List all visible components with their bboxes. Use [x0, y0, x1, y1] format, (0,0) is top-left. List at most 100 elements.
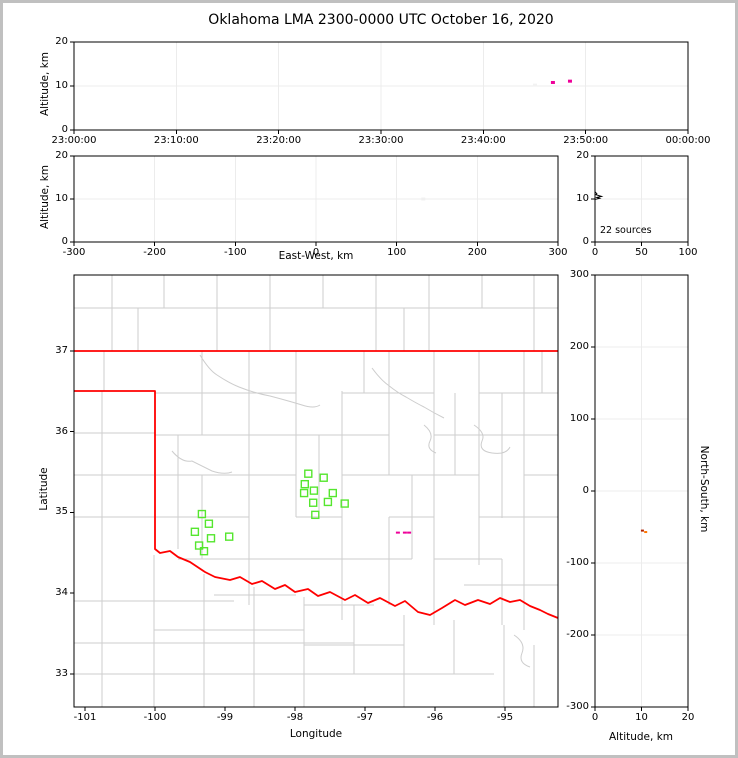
time-grid — [74, 42, 688, 130]
figure-title: Oklahoma LMA 2300-0000 UTC October 16, 2… — [208, 12, 554, 28]
hist-data — [594, 191, 604, 200]
hist-grid — [595, 156, 688, 242]
county-boundaries — [74, 275, 558, 707]
hist-x-tick-label: 50 — [635, 247, 648, 258]
time-x-tick-label: 23:10:00 — [153, 135, 199, 146]
flash-initiation-square — [304, 469, 313, 478]
time-x-tick-label: 23:40:00 — [460, 135, 506, 146]
hist-y-tick-label: 20 — [576, 150, 589, 161]
map-x-tick-label: -98 — [286, 712, 304, 723]
flash-initiation-square — [311, 510, 320, 520]
hist-x-tick-label: 0 — [591, 247, 599, 258]
ns-y-tick-label: -100 — [566, 557, 589, 568]
map-y-tick-label: 35 — [55, 506, 68, 518]
hist-y-tick-label: 10 — [576, 193, 589, 204]
flash-initiation-square — [340, 499, 349, 508]
flash-initiation-square — [328, 488, 338, 498]
map-x-axis-label: Longitude — [289, 728, 343, 740]
ns-y-tick-label: -300 — [566, 701, 589, 712]
ew-data — [421, 197, 426, 201]
ew-y-tick-label: 10 — [55, 193, 68, 204]
map-x-tick-label: -97 — [356, 712, 374, 723]
flash-initiation-square — [190, 527, 200, 537]
ns-panel — [591, 274, 689, 711]
map-y-tick-label: 37 — [55, 344, 68, 356]
ns-x-tick-label: 10 — [635, 712, 648, 723]
vhf-source-point — [421, 197, 426, 201]
flash-initiation-square — [224, 532, 234, 541]
ew-x-tick-label: 200 — [467, 247, 487, 258]
time-data — [533, 79, 572, 87]
hist-y-tick-label: 0 — [582, 236, 589, 247]
ew-x-tick-label: 100 — [387, 247, 407, 258]
vhf-source-point — [567, 79, 572, 83]
ns-data — [640, 529, 648, 534]
flash-initiation-square — [194, 541, 204, 550]
vhf-source-point — [395, 531, 400, 534]
map-panel — [70, 274, 559, 711]
time-x-tick-label: 23:30:00 — [358, 135, 404, 146]
hist-panel — [591, 155, 689, 246]
time-x-tick-label: 23:50:00 — [563, 135, 609, 146]
ew-y-tick-label: 0 — [61, 236, 68, 247]
altitude-histogram-line — [594, 191, 604, 200]
time-panel — [70, 41, 689, 134]
hist-axis — [591, 155, 689, 246]
ew-x-tick-label: -200 — [143, 247, 166, 258]
vhf-source-point — [402, 531, 407, 534]
ew-grid — [74, 156, 558, 242]
map-y-tick-label: 36 — [55, 425, 68, 437]
flash-initiation-square — [308, 498, 318, 507]
vhf-source-point — [407, 531, 412, 534]
vhf-source-point — [644, 531, 648, 534]
vhf-source-point — [550, 80, 555, 84]
ns-y-axis-label: North-South, km — [698, 445, 710, 533]
time-axis — [70, 41, 689, 134]
hist-x-tick-label: 100 — [678, 247, 698, 258]
ew-panel — [70, 155, 559, 246]
flash-initiation-square — [204, 519, 214, 528]
ew-x-axis-label: East-West, km — [278, 250, 354, 262]
flash-initiation-square — [206, 534, 216, 543]
ns-x-tick-label: 0 — [591, 712, 599, 723]
map-y-axis-label: Latitude — [38, 467, 50, 511]
map-x-tick-label: -99 — [216, 712, 234, 723]
map-x-tick-label: -101 — [73, 712, 97, 723]
map-axis — [70, 274, 559, 711]
time-x-tick-label: 23:00:00 — [51, 135, 97, 146]
ns-axis — [591, 274, 689, 711]
state-boundary — [74, 350, 558, 619]
ew-x-tick-label: 0 — [312, 247, 320, 258]
flash-initiation-square — [199, 546, 209, 556]
time-y-tick-label: 10 — [55, 80, 68, 91]
ns-y-tick-label: -200 — [566, 629, 589, 640]
ns-y-tick-label: 300 — [569, 269, 589, 280]
time-x-tick-label: 00:00:00 — [665, 135, 711, 146]
flash-initiation-square — [319, 473, 328, 482]
ew-y-tick-label: 20 — [55, 150, 68, 161]
ew-axis — [70, 155, 559, 246]
ns-grid — [595, 275, 688, 707]
ns-y-tick-label: 100 — [569, 413, 589, 424]
ew-x-tick-label: 300 — [548, 247, 568, 258]
flash-initiation-square — [197, 509, 207, 519]
ns-y-tick-label: 200 — [569, 341, 589, 352]
map-data — [190, 469, 412, 556]
map-geography — [74, 275, 558, 707]
vhf-source-point — [640, 529, 644, 532]
flash-initiation-square — [309, 486, 319, 495]
ns-x-axis-label: Altitude, km — [608, 731, 673, 743]
map-x-tick-label: -100 — [143, 712, 167, 723]
flash-initiation-square — [323, 497, 333, 507]
time-x-tick-label: 23:20:00 — [256, 135, 302, 146]
flash-initiation-square — [299, 488, 309, 498]
time-y-tick-label: 0 — [61, 124, 68, 135]
ns-x-tick-label: 20 — [681, 712, 695, 723]
ew-x-tick-label: -300 — [62, 247, 86, 258]
map-x-tick-label: -95 — [496, 712, 514, 723]
vhf-source-point — [533, 83, 538, 87]
ew-x-tick-label: -100 — [223, 247, 247, 258]
time-y-tick-label: 20 — [55, 36, 68, 47]
